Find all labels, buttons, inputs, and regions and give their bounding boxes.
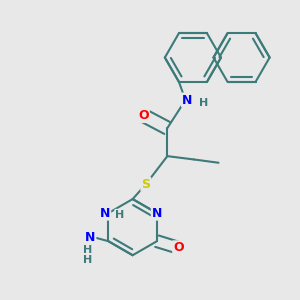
Text: N: N xyxy=(152,207,162,220)
Text: N: N xyxy=(182,94,192,106)
Text: N: N xyxy=(100,207,110,220)
Text: H: H xyxy=(83,245,92,255)
Text: H: H xyxy=(83,255,92,265)
Text: H: H xyxy=(199,98,208,108)
Text: O: O xyxy=(138,109,149,122)
Text: H: H xyxy=(115,210,124,220)
Text: N: N xyxy=(85,231,95,244)
Text: S: S xyxy=(141,178,150,191)
Text: O: O xyxy=(173,241,184,254)
